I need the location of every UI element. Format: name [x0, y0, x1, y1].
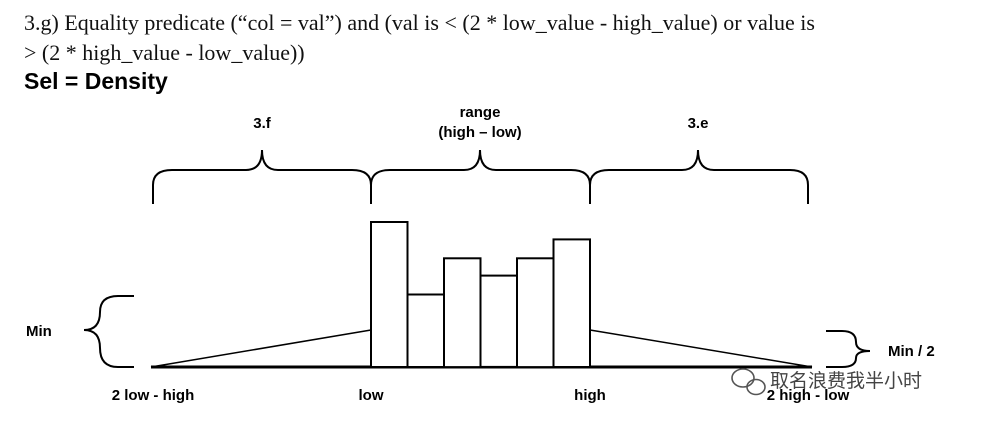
label-min: Min — [26, 323, 52, 340]
label-min-half: Min / 2 — [888, 343, 935, 360]
brace-middle — [370, 149, 591, 204]
left-slope-line — [150, 329, 372, 368]
label-high-minus-low: (high – low) — [438, 124, 521, 141]
brace-left — [152, 149, 372, 204]
axis-label-2low-minus-high: 2 low - high — [112, 387, 195, 404]
brace-right — [589, 149, 809, 204]
right-slope-line — [589, 329, 813, 368]
histogram — [370, 221, 591, 369]
histogram-bar — [443, 257, 482, 369]
heading-text: 3.g) Equality predicate (“col = val”) an… — [24, 8, 974, 68]
axis-label-high: high — [574, 387, 606, 404]
brace-min-half — [826, 330, 871, 368]
axis-label-2high-minus-low: 2 high - low — [767, 387, 850, 404]
histogram-bar — [516, 257, 555, 369]
brace-min — [83, 295, 134, 368]
axis-label-low: low — [359, 387, 384, 404]
wechat-icon — [731, 368, 766, 396]
label-3f: 3.f — [253, 115, 272, 132]
heading-line-1: 3.g) Equality predicate (“col = val”) an… — [24, 10, 815, 35]
label-range: range — [460, 104, 501, 121]
histogram-bar — [406, 293, 445, 368]
watermark-text: 取名浪费我半小时 — [770, 370, 922, 392]
histogram-bar — [370, 221, 409, 368]
heading-line-2: > (2 * high_value - low_value)) — [24, 40, 305, 65]
histogram-bar — [552, 238, 591, 368]
label-3e: 3.e — [688, 115, 709, 132]
histogram-bar — [479, 274, 518, 368]
sel-density-label: Sel = Density — [24, 68, 168, 94]
